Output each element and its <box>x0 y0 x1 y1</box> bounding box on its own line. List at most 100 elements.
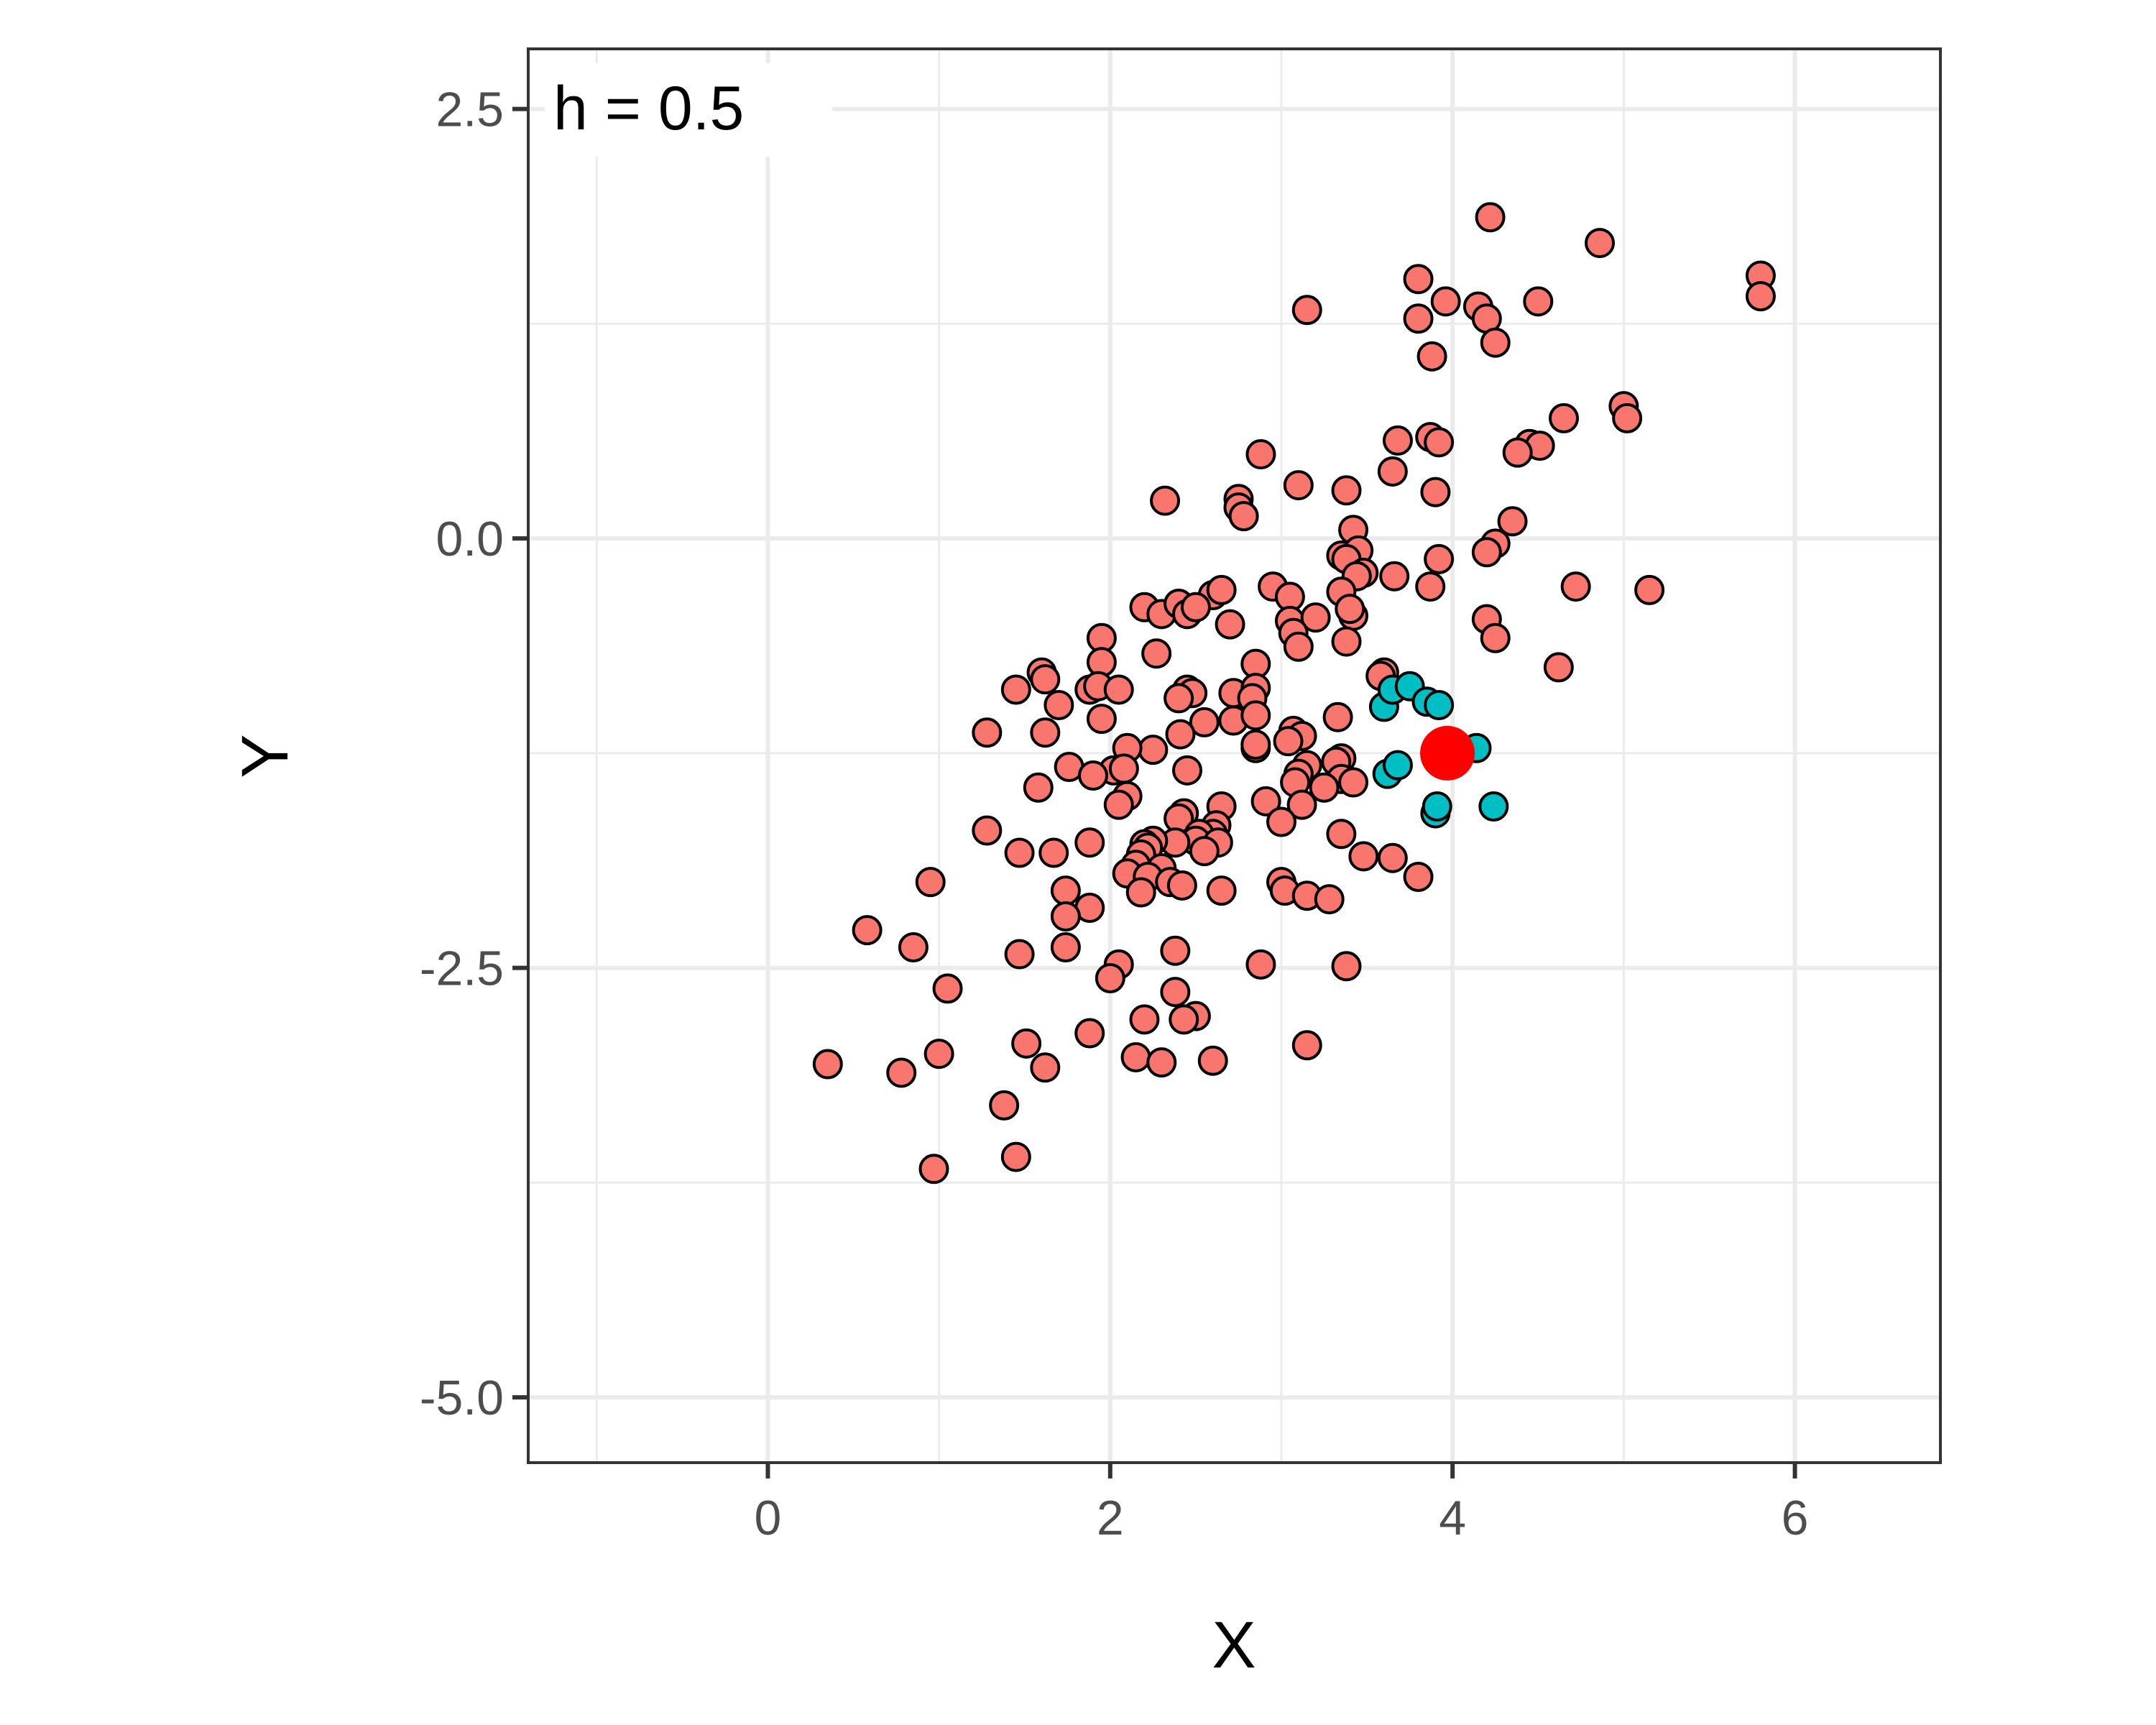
data-point <box>1180 592 1211 622</box>
data-point <box>1074 827 1105 858</box>
x-axis: 0 2 4 6 <box>755 1463 1809 1545</box>
data-point <box>1004 939 1035 970</box>
data-points <box>812 202 1776 1184</box>
data-point <box>1403 303 1434 334</box>
data-point <box>1331 951 1362 982</box>
data-point <box>1322 702 1353 732</box>
data-point <box>1038 837 1069 868</box>
data-point <box>1197 1045 1228 1076</box>
data-point <box>1125 877 1156 908</box>
data-point <box>1480 622 1511 653</box>
data-point <box>1314 884 1345 915</box>
data-point <box>1189 836 1220 867</box>
data-point <box>1095 963 1125 994</box>
data-point <box>1023 772 1054 803</box>
data-point <box>1030 717 1061 748</box>
neighbor-point <box>1424 689 1455 720</box>
data-point <box>1430 286 1461 317</box>
data-point <box>1108 753 1139 784</box>
data-point <box>1612 402 1643 433</box>
data-point <box>1403 861 1434 892</box>
data-point <box>1245 949 1276 980</box>
data-point <box>1424 543 1455 574</box>
neighbor-point <box>1422 791 1452 822</box>
data-point <box>1266 806 1296 837</box>
data-point <box>1471 537 1502 568</box>
data-point <box>1745 281 1776 312</box>
data-point <box>1502 437 1533 468</box>
data-point <box>1291 1030 1322 1061</box>
data-point <box>1283 470 1314 501</box>
data-point <box>1206 875 1237 906</box>
data-point <box>1206 574 1237 605</box>
x-tick-label: 6 <box>1782 1491 1809 1545</box>
y-axis-title: Y <box>229 734 302 778</box>
data-point <box>1331 475 1362 506</box>
data-point <box>1348 841 1379 872</box>
data-point <box>1166 870 1197 901</box>
data-point <box>886 1057 917 1088</box>
data-point <box>1050 901 1081 932</box>
data-point <box>1377 842 1408 873</box>
data-point <box>1549 402 1579 433</box>
data-point <box>1011 1028 1042 1059</box>
data-point <box>1497 506 1528 537</box>
data-point <box>1141 638 1172 669</box>
panel-border <box>527 47 1942 1464</box>
panel-background <box>528 49 1940 1463</box>
x-tick-label: 0 <box>755 1491 782 1545</box>
data-point <box>1165 719 1196 750</box>
data-point <box>898 932 929 962</box>
data-point <box>1523 286 1554 317</box>
neighbor-point <box>1478 791 1509 822</box>
data-point <box>918 1154 949 1184</box>
data-point <box>1286 789 1317 820</box>
data-point <box>1309 772 1340 803</box>
data-point <box>932 973 963 1004</box>
data-point <box>1228 501 1259 532</box>
data-point <box>1585 228 1616 259</box>
data-point <box>1377 456 1408 487</box>
data-point <box>1164 683 1194 714</box>
data-point <box>1634 574 1665 605</box>
data-point <box>1030 1052 1061 1083</box>
data-point <box>1273 726 1304 757</box>
data-point <box>1560 571 1591 602</box>
data-point <box>1078 760 1108 791</box>
data-point <box>1291 295 1322 326</box>
annotation-background <box>545 63 832 157</box>
query-point <box>1420 725 1475 781</box>
data-point <box>1004 837 1035 868</box>
annotation-label: h = 0.5 <box>553 74 744 143</box>
data-point <box>1335 594 1365 625</box>
data-point <box>1160 977 1191 1008</box>
data-point <box>1283 631 1314 662</box>
y-tick-label: -2.5 <box>420 942 504 996</box>
data-point <box>1331 626 1362 657</box>
x-axis-title: X <box>1212 1609 1256 1682</box>
data-point <box>1138 735 1169 765</box>
data-point <box>1150 485 1181 516</box>
data-point <box>1338 767 1369 798</box>
data-point <box>1245 439 1276 470</box>
data-point <box>812 1049 843 1080</box>
data-point <box>1169 1004 1199 1035</box>
data-point <box>1240 729 1271 760</box>
data-point <box>1250 786 1281 816</box>
data-point <box>1420 477 1451 507</box>
x-tick-label: 2 <box>1097 1491 1124 1545</box>
data-point <box>1000 674 1031 705</box>
y-axis: 2.5 0.0 -2.5 -5.0 <box>420 83 528 1425</box>
data-point <box>1086 704 1117 735</box>
data-point <box>1189 707 1220 737</box>
data-point <box>1160 935 1191 966</box>
data-point <box>1475 202 1506 233</box>
y-tick-label: 0.0 <box>436 512 504 566</box>
y-tick-label: 2.5 <box>436 83 504 137</box>
data-point <box>1379 561 1410 592</box>
data-point <box>972 815 1003 846</box>
neighbor-point <box>1382 750 1413 781</box>
data-point <box>915 867 946 898</box>
data-point <box>1415 571 1446 602</box>
